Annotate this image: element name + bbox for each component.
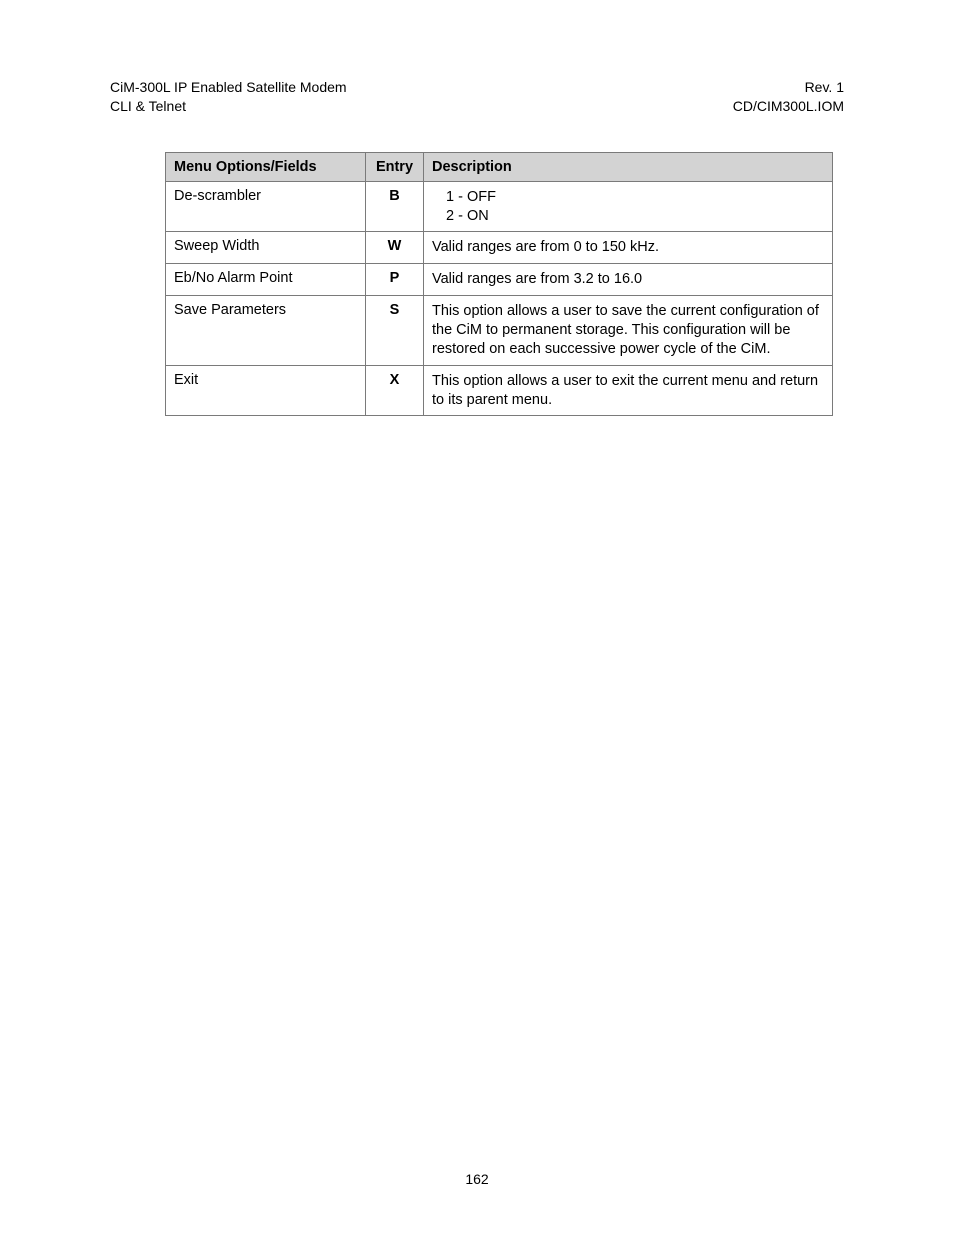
cell-desc: This option allows a user to save the cu… [424,296,833,366]
page-number: 162 [0,1171,954,1187]
cell-desc: Valid ranges are from 3.2 to 16.0 [424,264,833,296]
cell-entry: W [366,232,424,264]
cell-menu: Save Parameters [166,296,366,366]
cell-desc: Valid ranges are from 0 to 150 kHz. [424,232,833,264]
table-header-row: Menu Options/Fields Entry Description [166,152,833,181]
cell-entry: X [366,365,424,416]
desc-line: This option allows a user to exit the cu… [432,372,824,410]
desc-line: Valid ranges are from 3.2 to 16.0 [432,270,824,289]
table-row: Exit X This option allows a user to exit… [166,365,833,416]
cell-entry: S [366,296,424,366]
menu-options-table: Menu Options/Fields Entry Description De… [165,152,833,417]
header-left-line2: CLI & Telnet [110,98,186,114]
header-right: Rev. 1 CD/CIM300L.IOM [733,78,844,116]
cell-menu: De-scrambler [166,181,366,232]
cell-entry: P [366,264,424,296]
cell-entry: B [366,181,424,232]
page: CiM-300L IP Enabled Satellite Modem CLI … [0,0,954,1235]
table-row: Eb/No Alarm Point P Valid ranges are fro… [166,264,833,296]
desc-line: 1 - OFF [432,188,824,207]
header-left-line1: CiM-300L IP Enabled Satellite Modem [110,79,347,95]
cell-menu: Exit [166,365,366,416]
cell-desc: 1 - OFF 2 - ON [424,181,833,232]
cell-menu: Eb/No Alarm Point [166,264,366,296]
header-left: CiM-300L IP Enabled Satellite Modem CLI … [110,78,347,116]
header-right-line2: CD/CIM300L.IOM [733,98,844,114]
table-row: Sweep Width W Valid ranges are from 0 to… [166,232,833,264]
desc-line: This option allows a user to save the cu… [432,302,824,359]
page-header: CiM-300L IP Enabled Satellite Modem CLI … [110,78,844,116]
table-row: Save Parameters S This option allows a u… [166,296,833,366]
desc-line: Valid ranges are from 0 to 150 kHz. [432,238,824,257]
table-row: De-scrambler B 1 - OFF 2 - ON [166,181,833,232]
header-right-line1: Rev. 1 [805,79,844,95]
col-header-desc: Description [424,152,833,181]
cell-menu: Sweep Width [166,232,366,264]
cell-desc: This option allows a user to exit the cu… [424,365,833,416]
col-header-entry: Entry [366,152,424,181]
desc-line: 2 - ON [432,207,824,226]
table-body: De-scrambler B 1 - OFF 2 - ON Sweep Widt… [166,181,833,416]
col-header-menu: Menu Options/Fields [166,152,366,181]
